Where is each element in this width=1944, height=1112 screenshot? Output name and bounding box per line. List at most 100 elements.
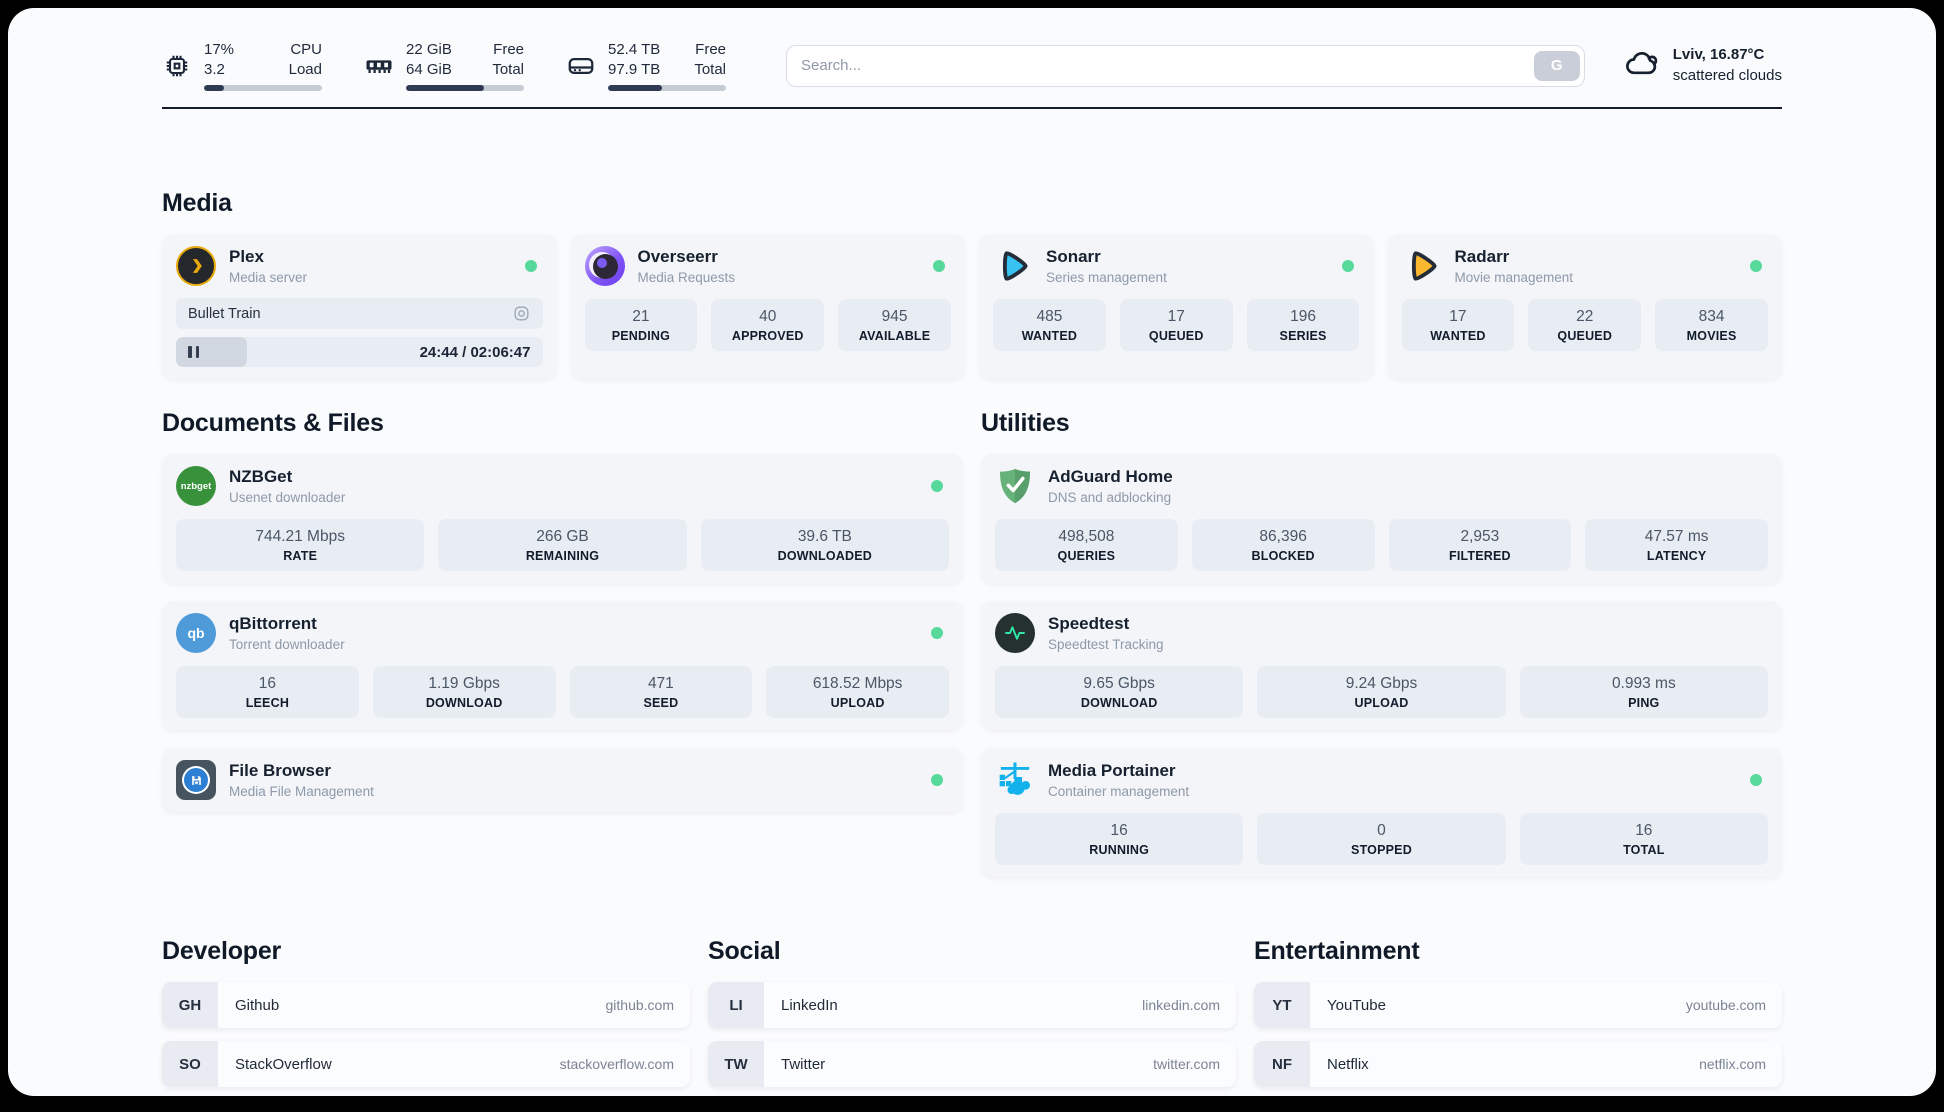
playback-time: 24:44 / 02:06:47 (419, 343, 531, 361)
now-playing-title: Bullet Train (188, 305, 261, 322)
stat-tile-upload: 9.24 Gbps UPLOAD (1257, 666, 1506, 718)
stat-tile-leech: 16 LEECH (176, 666, 359, 718)
stat-label: SERIES (1279, 329, 1327, 343)
link-name: Twitter (781, 1055, 826, 1073)
media-card-grid: Plex Media server Bullet Train 24:44 / 02:0… (162, 234, 1782, 379)
link-abbreviation: NF (1254, 1041, 1310, 1087)
stat-value: 64 GiB (406, 60, 452, 78)
stat-tile-movies: 834 MOVIES (1655, 299, 1768, 351)
stat-value: 22 (1576, 308, 1594, 325)
stat-value: 16 (1635, 822, 1653, 839)
link-netflix[interactable]: NF Netflix netflix.com (1254, 1041, 1782, 1087)
stat-value: 97.9 TB (608, 60, 661, 78)
app-card-sonarr[interactable]: Sonarr Series management 485 WANTED 17 QUEUED… (979, 234, 1374, 379)
bookmark-section-entertainment: Entertainment YT YouTube youtube.com NF Netfl… (1254, 937, 1782, 1096)
app-name: NZBGet (229, 467, 293, 486)
app-description: Media server (229, 270, 308, 285)
cpu-chip-icon (162, 51, 192, 81)
search-input[interactable] (787, 57, 1534, 74)
app-card-plex[interactable]: Plex Media server Bullet Train 24:44 / 02:0… (162, 234, 557, 379)
stat-label: SEED (643, 696, 679, 710)
link-domain: stackoverflow.com (559, 1056, 674, 1072)
stat-tile-remaining: 266 GB REMAINING (438, 519, 687, 571)
stat-tile-series: 196 SERIES (1246, 299, 1360, 351)
stat-tile-running: 16 RUNNING (995, 813, 1244, 865)
plex-icon (176, 246, 216, 286)
stat-value: 39.6 TB (797, 528, 852, 545)
stat-tile-queued: 22 QUEUED (1528, 299, 1642, 351)
radarr-icon (1402, 246, 1442, 286)
app-description: DNS and adblocking (1048, 490, 1172, 505)
app-card-file-browser[interactable]: File Browser Media File Management (162, 748, 963, 812)
link-name: Netflix (1327, 1055, 1369, 1073)
link-abbreviation: YT (1254, 982, 1310, 1028)
app-description: Speedtest Tracking (1048, 637, 1164, 652)
stat-value: 40 (759, 308, 777, 325)
app-card-radarr[interactable]: Radarr Movie management 17 WANTED 22 QUEUED 83… (1387, 234, 1782, 379)
usage-progress-bar (608, 85, 726, 91)
app-card-media-portainer[interactable]: Media Portainer Container management 16 RUN… (981, 748, 1782, 877)
link-twitter[interactable]: TW Twitter twitter.com (708, 1041, 1236, 1087)
section-title-social: Social (708, 937, 781, 965)
app-card-qbittorrent[interactable]: qb qBittorrent Torrent downloader 16 LEECH 1.… (162, 601, 963, 730)
link-abbreviation: SO (162, 1041, 218, 1087)
app-description: Media File Management (229, 784, 374, 799)
playback-progress-bar[interactable]: 24:44 / 02:06:47 (176, 337, 543, 367)
stat-label: PING (1628, 696, 1660, 710)
stat-value: 21 (632, 308, 650, 325)
stat-value: 744.21 Mbps (255, 528, 345, 545)
weather-widget: Lviv, 16.87°C scattered clouds (1623, 44, 1782, 87)
stat-value: 17% (204, 41, 235, 58)
section-title-entertainment: Entertainment (1254, 937, 1420, 965)
app-name: Plex (229, 247, 264, 266)
app-card-speedtest[interactable]: Speedtest Speedtest Tracking 9.65 Gbps DOWN… (981, 601, 1782, 730)
stat-label: Free (493, 41, 524, 58)
disk-icon (566, 51, 596, 81)
status-online-dot (1341, 260, 1354, 272)
now-playing-row[interactable]: Bullet Train (176, 298, 543, 329)
app-name: AdGuard Home (1048, 467, 1173, 486)
stat-label: LEECH (245, 696, 290, 710)
stat-value: 16 (1110, 822, 1128, 839)
usage-progress-bar (406, 85, 524, 91)
search-engine-button[interactable]: G (1533, 50, 1580, 81)
stat-value: 22 GiB (406, 41, 452, 58)
overseerr-icon (584, 246, 625, 286)
stat-label: TOTAL (1623, 843, 1665, 857)
link-abbreviation: LI (708, 982, 764, 1028)
stat-label: CPU (290, 41, 322, 58)
link-youtube[interactable]: YT YouTube youtube.com (1254, 982, 1782, 1028)
stat-value: 618.52 Mbps (812, 675, 903, 692)
link-abbreviation: GH (162, 982, 218, 1028)
stat-value: 266 GB (536, 528, 589, 545)
pause-button[interactable] (188, 346, 199, 358)
stat-label: DOWNLOADED (777, 549, 872, 563)
link-name: YouTube (1327, 996, 1386, 1014)
link-linkedin[interactable]: LI LinkedIn linkedin.com (708, 982, 1236, 1028)
app-card-nzbget[interactable]: nzbget NZBGet Usenet downloader 744.21 Mbps… (162, 454, 963, 583)
stat-value: 9.24 Gbps (1345, 675, 1418, 692)
stat-value: 17 (1449, 308, 1467, 325)
stat-tile-approved: 40 APPROVED (711, 299, 825, 351)
app-description: Media Requests (637, 270, 736, 285)
status-online-dot (931, 480, 943, 492)
stat-tile-wanted: 17 WANTED (1401, 299, 1515, 351)
stat-label: Free (695, 41, 726, 58)
app-card-adguard-home[interactable]: AdGuard Home DNS and adblocking 498,508 QUE… (981, 454, 1782, 583)
app-card-overseerr[interactable]: Overseerr Media Requests 21 PENDING 40 APPROV… (570, 234, 965, 379)
stat-label: RATE (283, 549, 318, 563)
stat-label: WANTED (1021, 329, 1078, 343)
link-stackoverflow[interactable]: SO StackOverflow stackoverflow.com (162, 1041, 690, 1087)
stat-tile-rate: 744.21 Mbps RATE (176, 519, 425, 571)
app-name: Sonarr (1046, 247, 1101, 266)
stat-value: 0 (1377, 822, 1386, 839)
weather-location-temp: Lviv, 16.87°C (1672, 46, 1765, 64)
stat-value: 1.19 Gbps (428, 675, 500, 692)
link-github[interactable]: GH Github github.com (162, 982, 690, 1028)
status-online-dot (1750, 774, 1762, 786)
stat-label: REMAINING (525, 549, 600, 563)
stat-value: 945 (881, 308, 908, 325)
stat-label: PENDING (611, 329, 671, 343)
app-name: qBittorrent (229, 614, 317, 633)
section-title-developer: Developer (162, 937, 282, 965)
